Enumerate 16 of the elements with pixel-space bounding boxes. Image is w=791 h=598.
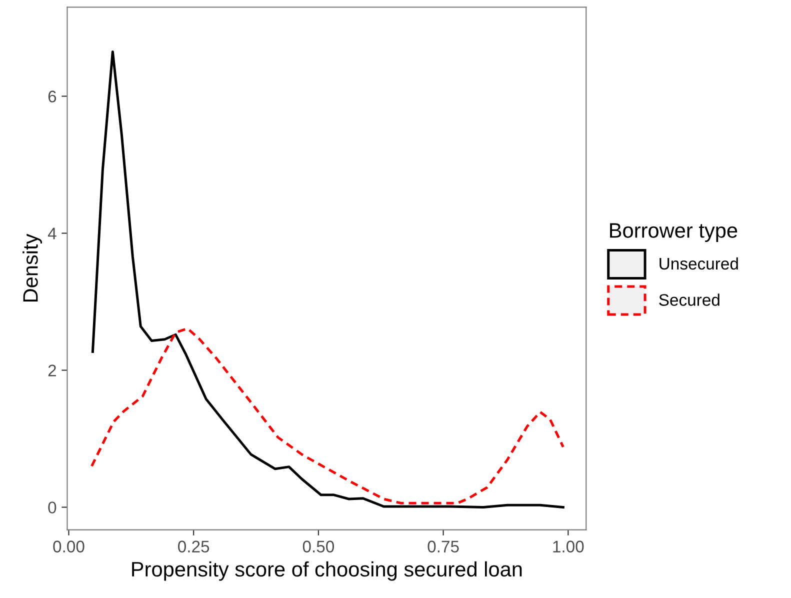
legend-label: Unsecured: [660, 257, 738, 270]
y-tick-label: 2: [48, 364, 56, 376]
x-tick-label: 0.50: [302, 540, 334, 552]
x-tick-label: 0.75: [428, 540, 459, 552]
line-series: [90, 327, 564, 504]
line-series: [91, 50, 564, 508]
x-tick-label: 0.00: [53, 540, 84, 552]
y-tick-label: 4: [48, 228, 56, 240]
legend-title: Borrower type: [610, 223, 738, 242]
x-tick-label: 0.25: [178, 540, 210, 552]
legend-label: Secured: [659, 294, 720, 306]
y-tick-label: 6: [48, 90, 56, 102]
y-axis-title: Density: [22, 234, 42, 302]
y-tick-label: 0: [48, 502, 56, 514]
x-axis-title: Propensity score of choosing secured loan: [132, 561, 522, 581]
x-tick-label: 1.00: [553, 540, 584, 552]
